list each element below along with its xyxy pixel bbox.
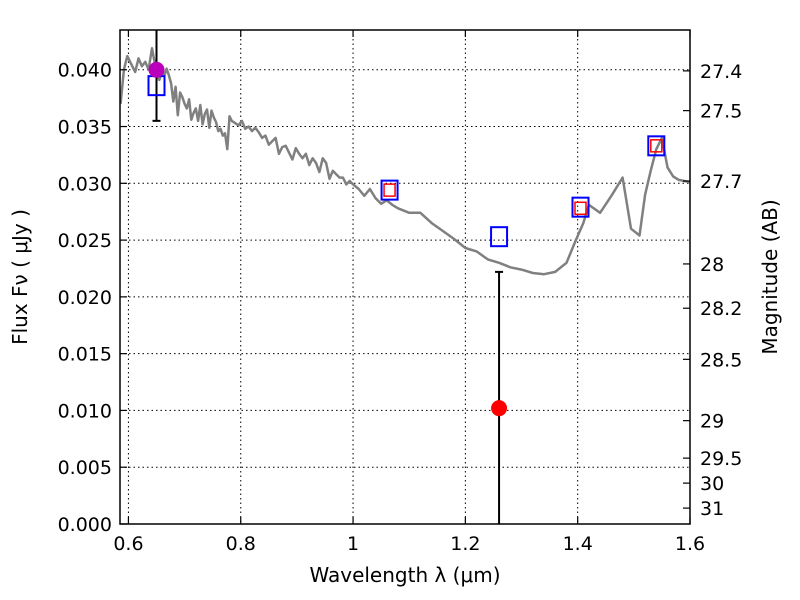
y2-tick-label: 28.5	[700, 349, 742, 371]
circle-data-point	[148, 61, 165, 78]
y-tick-label: 0.020	[58, 287, 112, 309]
y2-tick-label: 28	[700, 254, 724, 276]
y2-axis-label: Magnitude (AB)	[758, 199, 782, 354]
y-tick-label: 0.000	[58, 514, 112, 536]
blue-square-marker	[380, 179, 399, 201]
y2-tick-label: 27.7	[700, 171, 742, 193]
y-tick-label: 0.035	[58, 117, 112, 139]
axes: 0.6 0.8 1 1.2 1.4 1.6 0.000 0.005 0.010 0.015 0.02…	[58, 30, 742, 555]
x-axis-label: Wavelength λ (μm)	[309, 563, 500, 587]
x-tick-label: 1	[347, 533, 359, 555]
blue-square-marker	[647, 135, 666, 157]
y-tick-label: 0.030	[58, 173, 112, 195]
y-tick-label: 0.025	[58, 230, 112, 252]
y-axis-label: Flux Fν ( μJy )	[8, 209, 32, 345]
red-square-marker	[383, 183, 396, 197]
y2-tick-label: 30	[700, 473, 724, 495]
y2-tick-label: 29	[700, 411, 724, 433]
y-tick-label: 0.040	[58, 60, 112, 82]
y2-tick-label: 27.5	[700, 101, 742, 123]
red-square-marker	[574, 201, 587, 216]
y2-tick-label: 28.2	[700, 298, 742, 320]
plot-content	[120, 30, 690, 524]
y2-tick-label: 27.4	[700, 61, 742, 83]
y-tick-label: 0.015	[58, 344, 112, 366]
x-tick-label: 0.8	[226, 533, 256, 555]
blue-square-marker	[571, 196, 590, 218]
x-tick-label: 1.6	[675, 533, 705, 555]
circle-data-point	[491, 400, 508, 417]
y-tick-label: 0.005	[58, 457, 112, 479]
x-tick-label: 1.2	[450, 533, 480, 555]
blue-square-marker	[490, 226, 509, 248]
spectrum-line	[120, 46, 690, 276]
red-square-marker	[650, 139, 663, 153]
x-tick-label: 1.4	[563, 533, 593, 555]
y2-tick-label: 29.5	[700, 448, 742, 470]
x-tick-label: 0.6	[113, 533, 143, 555]
clipped-series	[120, 46, 690, 276]
y2-tick-label: 31	[700, 498, 724, 520]
y-tick-label: 0.010	[58, 400, 112, 422]
plot-frame	[119, 29, 691, 525]
